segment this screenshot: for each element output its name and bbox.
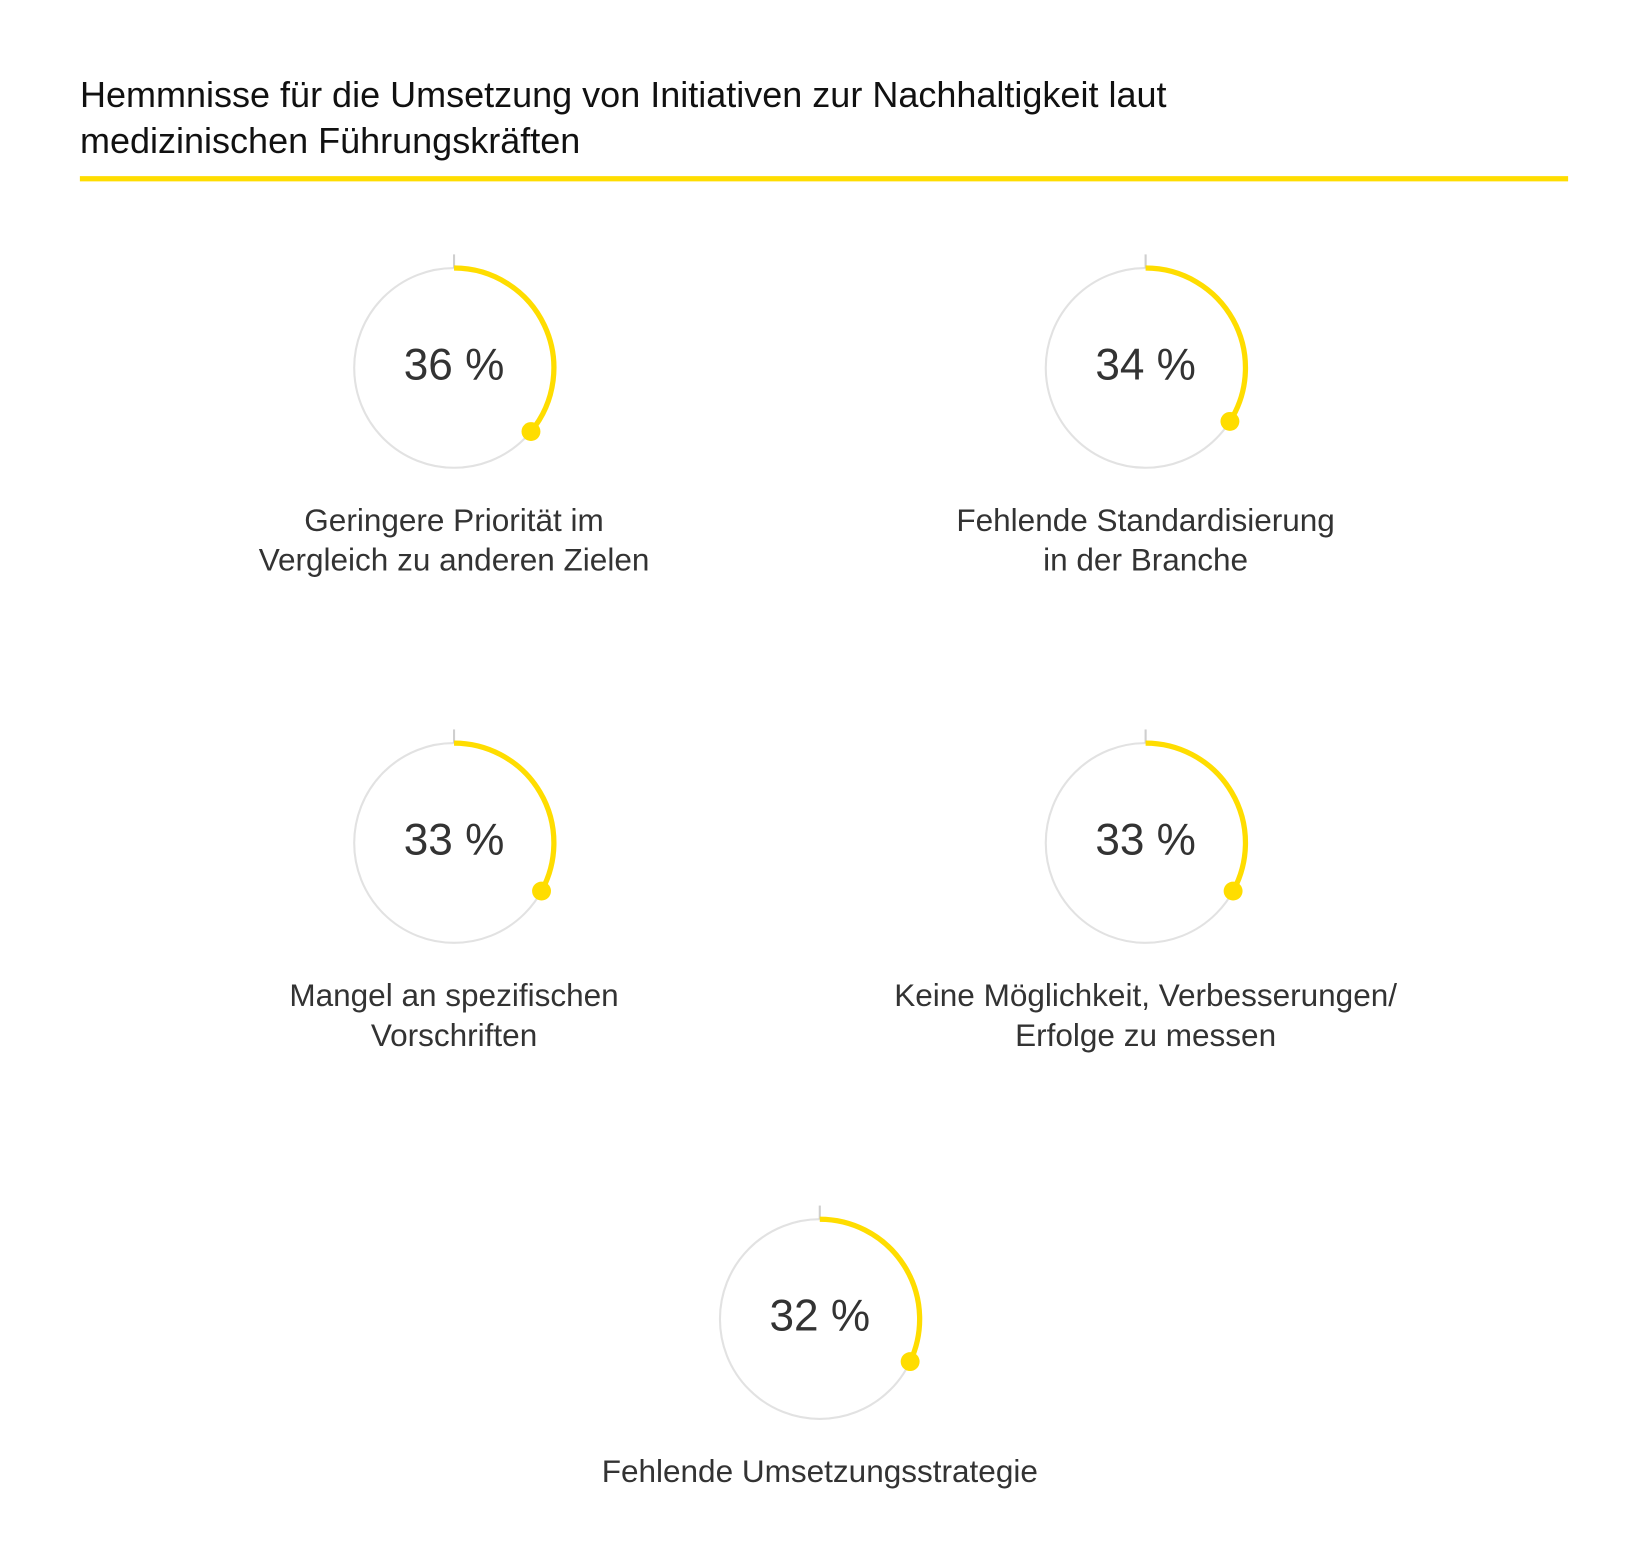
category-label: Fehlende Standardisierung in der Branche <box>956 502 1334 578</box>
gauge-arc <box>1145 740 1249 893</box>
value-label: 36 % <box>404 341 505 390</box>
value-label: 33 % <box>1095 816 1196 865</box>
category-label-line: Fehlende Standardisierung <box>956 502 1334 538</box>
gauge-end-dot <box>532 881 551 901</box>
value-label: 33 % <box>404 816 505 865</box>
value-label: 34 % <box>1095 341 1196 390</box>
category-label-line: Keine Möglichkeit, Verbesserungen/ <box>894 977 1397 1013</box>
category-label: Keine Möglichkeit, Verbesserungen/Erfolg… <box>894 977 1397 1053</box>
gauge-arc <box>454 740 557 893</box>
gauge-arc <box>454 265 557 434</box>
chart-title: Hemmnisse für die Umsetzung von Initiati… <box>80 74 1167 161</box>
gauge-end-dot <box>900 1352 920 1372</box>
category-label-line: Geringere Priorität im <box>304 502 604 538</box>
category-label-line: in der Branche <box>1043 542 1248 578</box>
category-label: Fehlende Umsetzungsstrategie <box>602 1453 1038 1489</box>
gauge-arc <box>819 1216 923 1363</box>
category-label-line: Fehlende Umsetzungsstrategie <box>602 1453 1038 1489</box>
category-label-line: Erfolge zu messen <box>1015 1017 1276 1053</box>
category-label-line: Vorschriften <box>371 1017 537 1053</box>
category-label: Mangel an spezifischen Vorschriften <box>289 977 618 1053</box>
gauge-end-dot <box>521 422 541 442</box>
category-label-line: Mangel an spezifischen <box>289 977 618 1013</box>
gauge-arc <box>1145 265 1249 423</box>
category-label-line: Vergleich zu anderen Zielen <box>259 542 650 578</box>
value-label: 32 % <box>770 1292 871 1341</box>
category-label: Geringere Priorität im Vergleich zu ander… <box>259 502 650 578</box>
gauge-end-dot <box>1223 881 1243 901</box>
gauge-end-dot <box>1220 411 1240 431</box>
